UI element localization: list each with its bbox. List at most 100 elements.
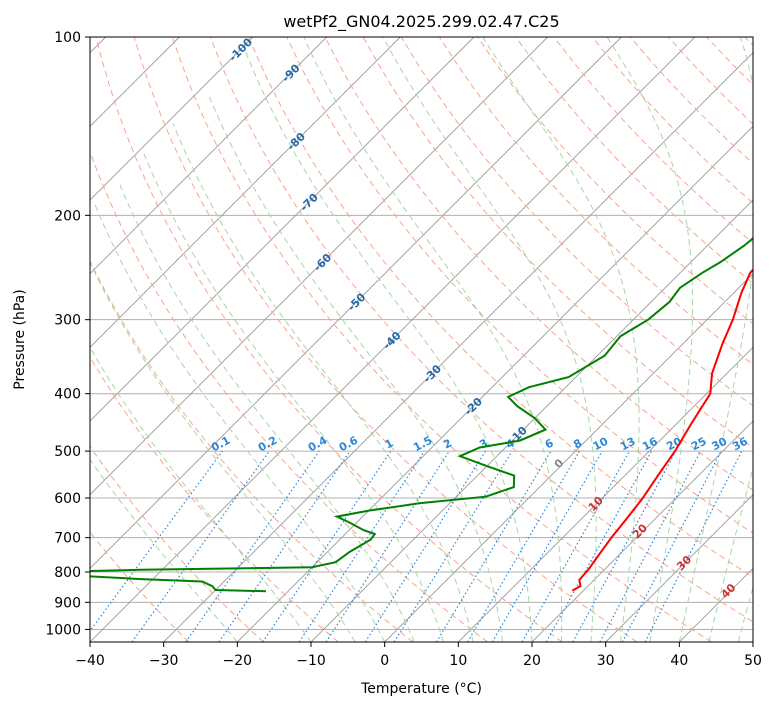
moist-adiabat	[708, 465, 753, 642]
mixing-ratio-label: 10	[591, 434, 611, 453]
moist-adiabat	[90, 346, 312, 642]
dry-adiabat	[171, 37, 712, 642]
mixing-ratio-label: 16	[640, 435, 660, 454]
dry-adiabat	[591, 37, 753, 204]
mixing-ratio-label: 13	[618, 435, 638, 454]
dry-adiabat	[248, 37, 753, 578]
mixing-ratio-line	[218, 450, 351, 642]
x-axis-ticks: −40 −30 −20 −10 0 10 20 30 40 50	[75, 642, 762, 669]
isotherm-line	[237, 125, 753, 642]
moist-adiabat	[172, 123, 474, 642]
dry-adiabat	[133, 37, 638, 642]
x-tick-label: 50	[744, 653, 762, 669]
isotherm-line	[458, 346, 753, 642]
y-tick-label: 600	[54, 491, 81, 507]
isotherm-line	[90, 37, 696, 642]
moist-adiabat	[737, 585, 753, 642]
series-line	[90, 237, 753, 593]
isotherm-line	[752, 641, 753, 642]
isotherm-line	[90, 37, 254, 201]
dry-adiabat	[90, 150, 488, 642]
y-tick-label: 300	[54, 313, 81, 329]
moist-adiabat	[141, 149, 445, 642]
mixing-ratio-label: 6	[543, 436, 556, 451]
mixing-ratio-label: 2	[441, 436, 454, 451]
moist-adiabat	[207, 94, 503, 642]
mixing-ratio-line	[364, 450, 486, 642]
x-tick-label: −40	[75, 653, 105, 669]
plot-frame	[89, 36, 754, 643]
isotherm-line	[90, 37, 622, 569]
mixing-ratio-line	[393, 450, 513, 642]
y-tick-label: 1000	[45, 622, 81, 638]
series-line	[571, 268, 753, 592]
mixing-ratio-lines	[90, 450, 743, 642]
moist-adiabats	[90, 37, 753, 642]
isotherm-line	[90, 37, 327, 275]
moist-adiabat	[606, 37, 694, 642]
x-tick-label: 20	[523, 653, 541, 669]
x-tick-label: −10	[296, 653, 326, 669]
isotherm-line	[90, 37, 475, 422]
mixing-ratio-line	[466, 450, 580, 642]
x-tick-label: −20	[223, 653, 253, 669]
x-tick-label: 30	[597, 653, 615, 669]
pressure-gridlines	[90, 37, 753, 630]
dry-adiabat	[553, 37, 753, 244]
isotherm-line	[531, 420, 753, 642]
dry-adiabat	[706, 37, 753, 86]
dry-adiabats	[90, 37, 753, 642]
dry-adiabat	[668, 37, 753, 125]
mixing-ratio-line	[185, 450, 320, 642]
moist-adiabat	[678, 37, 753, 642]
dry-adiabat	[90, 356, 339, 642]
moist-adiabat	[482, 37, 640, 642]
isotherm-label: -20	[462, 395, 485, 418]
dry-adiabat	[90, 259, 414, 642]
moist-adiabat	[90, 458, 238, 642]
moist-adiabat	[90, 261, 356, 642]
moist-adiabat-label: 40	[718, 581, 738, 601]
mixing-ratio-line	[599, 450, 702, 642]
mixing-ratio-line	[262, 450, 392, 642]
mixing-ratio-line	[644, 450, 743, 642]
sounding-profiles	[90, 237, 753, 593]
y-axis-ticks: 100 200 300 400 500 600 700 800 900 1000	[45, 30, 90, 638]
chart-title: wetPf2_GN04.2025.299.02.47.C25	[283, 12, 559, 32]
mixing-ratio-line	[90, 450, 223, 632]
moist-adiabat	[303, 37, 563, 642]
x-tick-label: 0	[380, 653, 389, 669]
dry-adiabat	[324, 37, 753, 491]
moist-adiabat	[93, 201, 386, 642]
mixing-ratio-line	[572, 450, 677, 642]
line-labels: 0.1 0.2 0.4 0.6 1 1.5 2 3 4 6 8 10 13 16 20 25 30 36-100-…	[209, 37, 750, 601]
mixing-ratio-line	[545, 450, 653, 642]
mixing-ratio-label: 30	[710, 435, 730, 454]
y-tick-label: 900	[54, 595, 81, 611]
y-tick-label: 500	[54, 444, 81, 460]
dry-adiabat	[744, 37, 753, 47]
y-tick-label: 400	[54, 387, 81, 403]
dry-adiabat	[90, 445, 264, 642]
isotherm-line	[90, 37, 401, 348]
isotherm-label: -60	[311, 251, 334, 274]
moist-adiabat-label: 20	[630, 521, 650, 541]
dry-adiabat	[90, 531, 190, 642]
y-tick-label: 800	[54, 565, 81, 581]
y-tick-label: 700	[54, 531, 81, 547]
x-axis-label: Temperature (°C)	[360, 681, 482, 697]
isotherm-label: -50	[345, 290, 368, 313]
mixing-ratio-line	[325, 450, 450, 642]
moist-adiabat	[244, 49, 533, 642]
isotherm-line	[679, 567, 753, 642]
mixing-ratio-label: 36	[730, 435, 750, 454]
y-tick-label: 100	[54, 30, 81, 46]
moist-adiabat-label: 0	[552, 456, 567, 471]
y-tick-label: 200	[54, 208, 81, 224]
mixing-ratio-line	[491, 450, 603, 642]
skewed-isotherms	[90, 37, 753, 642]
x-tick-label: 40	[670, 653, 688, 669]
mixing-ratio-label: 20	[664, 434, 684, 453]
isotherm-label: -70	[298, 191, 321, 214]
